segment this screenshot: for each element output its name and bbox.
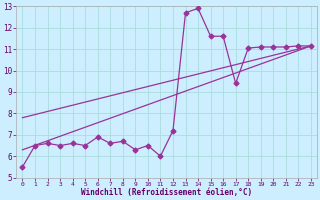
X-axis label: Windchill (Refroidissement éolien,°C): Windchill (Refroidissement éolien,°C) [81,188,252,197]
